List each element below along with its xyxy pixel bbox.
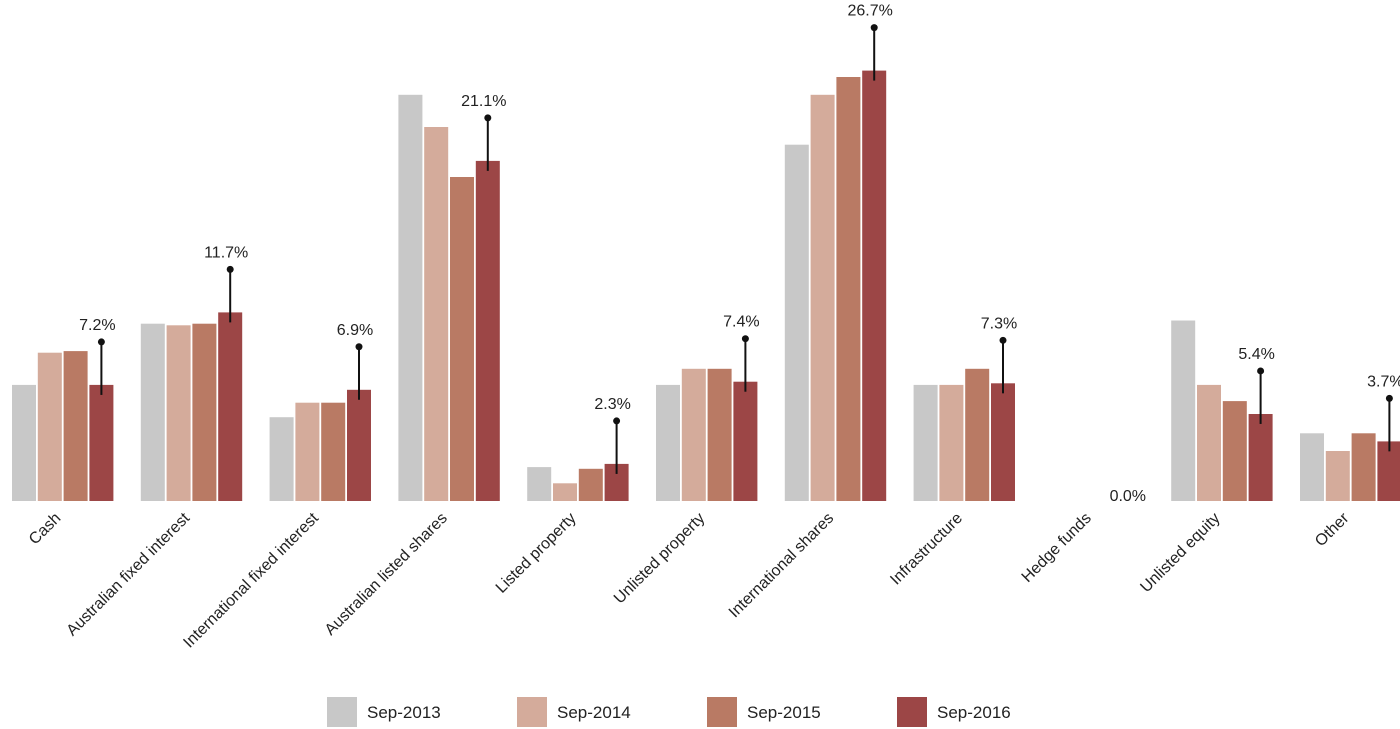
bar-unlisted-equity-sep-2013 (1171, 320, 1196, 501)
bar-international-fixed-interest-sep-2016 (347, 389, 371, 501)
data-label-other: 3.7% (1367, 373, 1400, 390)
marker-dot-australian-listed-shares (484, 114, 492, 122)
data-label-hedge-funds: 0.0% (1110, 488, 1146, 505)
marker-dot-unlisted-property (741, 335, 749, 343)
bar-unlisted-equity-sep-2014 (1197, 384, 1221, 501)
legend-swatch (517, 697, 547, 727)
bar-infrastructure-sep-2015 (965, 368, 990, 501)
data-label-cash: 7.2% (79, 317, 115, 334)
bar-unlisted-property-sep-2014 (681, 368, 706, 501)
marker-dot-international-fixed-interest (355, 343, 363, 351)
bar-unlisted-property-sep-2015 (707, 368, 732, 501)
data-label-australian-listed-shares: 21.1% (461, 93, 506, 110)
x-tick-label-unlisted-equity: Unlisted equity (1137, 510, 1223, 596)
bar-international-fixed-interest-sep-2013 (269, 417, 294, 501)
data-label-unlisted-equity: 5.4% (1238, 346, 1274, 363)
legend-swatch (327, 697, 357, 727)
data-label-international-fixed-interest: 6.9% (337, 322, 373, 339)
x-tick-label-infrastructure: Infrastructure (887, 510, 966, 589)
x-tick-label-unlisted-property: Unlisted property (611, 510, 709, 608)
data-label-international-shares: 26.7% (848, 3, 893, 20)
data-label-listed-property: 2.3% (594, 396, 630, 413)
x-tick-label-other: Other (1312, 509, 1353, 550)
bar-other-sep-2015 (1351, 433, 1376, 501)
bar-australian-fixed-interest-sep-2014 (166, 325, 191, 501)
bar-other-sep-2014 (1325, 451, 1350, 501)
bar-cash-sep-2016 (89, 384, 114, 501)
legend-swatch (707, 697, 737, 727)
bar-listed-property-sep-2014 (553, 483, 577, 501)
marker-dot-infrastructure (999, 336, 1007, 344)
bar-other-sep-2013 (1300, 433, 1324, 501)
data-label-unlisted-property: 7.4% (723, 314, 759, 331)
legend-label: Sep-2014 (557, 703, 631, 722)
legend: Sep-2013 Sep-2014 Sep-2015 Sep-2016 (0, 695, 1400, 729)
legend-swatch (897, 697, 927, 727)
legend-label: Sep-2013 (367, 703, 441, 722)
x-tick-label-cash: Cash (26, 510, 64, 548)
bar-australian-listed-shares-sep-2014 (424, 127, 449, 501)
bar-international-shares-sep-2014 (810, 94, 835, 502)
marker-dot-cash (97, 338, 105, 346)
bar-infrastructure-sep-2016 (991, 383, 1015, 501)
bar-australian-fixed-interest-sep-2016 (218, 312, 243, 501)
x-tick-label-australian-fixed-interest: Australian fixed interest (64, 509, 194, 639)
bar-cash-sep-2014 (37, 352, 62, 501)
bar-international-fixed-interest-sep-2015 (321, 402, 346, 501)
bar-other-sep-2016 (1377, 441, 1400, 501)
bar-unlisted-equity-sep-2015 (1222, 401, 1247, 501)
bar-international-shares-sep-2016 (862, 70, 887, 501)
x-tick-label-listed-property: Listed property (493, 510, 580, 597)
bar-international-fixed-interest-sep-2014 (295, 402, 320, 501)
bar-international-shares-sep-2013 (784, 144, 809, 501)
bar-listed-property-sep-2015 (578, 468, 603, 501)
bar-infrastructure-sep-2013 (913, 384, 938, 501)
data-label-infrastructure: 7.3% (981, 315, 1017, 332)
x-tick-label-international-shares: International shares (726, 510, 837, 621)
bar-australian-listed-shares-sep-2016 (475, 160, 500, 501)
bar-unlisted-property-sep-2013 (656, 384, 680, 501)
bar-cash-sep-2013 (12, 384, 36, 501)
bar-listed-property-sep-2013 (527, 467, 552, 501)
marker-dot-other (1385, 394, 1393, 402)
marker-dot-australian-fixed-interest (226, 265, 234, 273)
bar-australian-listed-shares-sep-2013 (398, 94, 423, 502)
marker-dot-unlisted-equity (1257, 367, 1265, 375)
bar-unlisted-property-sep-2016 (733, 381, 758, 501)
bar-international-shares-sep-2015 (836, 77, 861, 501)
data-label-australian-fixed-interest: 11.7% (204, 244, 248, 261)
legend-label: Sep-2015 (747, 703, 821, 722)
x-tick-label-hedge-funds: Hedge funds (1019, 510, 1095, 586)
bar-infrastructure-sep-2014 (939, 384, 964, 501)
bar-unlisted-equity-sep-2016 (1248, 414, 1273, 501)
bar-cash-sep-2015 (63, 351, 88, 501)
marker-dot-listed-property (613, 417, 621, 425)
x-tick-label-international-fixed-interest: International fixed interest (180, 509, 322, 651)
bar-australian-fixed-interest-sep-2013 (140, 323, 165, 501)
bar-australian-listed-shares-sep-2015 (450, 177, 474, 501)
marker-dot-international-shares (870, 24, 878, 32)
x-tick-label-australian-listed-shares: Australian listed shares (322, 510, 451, 639)
bar-australian-fixed-interest-sep-2015 (192, 323, 217, 501)
legend-label: Sep-2016 (937, 703, 1011, 722)
